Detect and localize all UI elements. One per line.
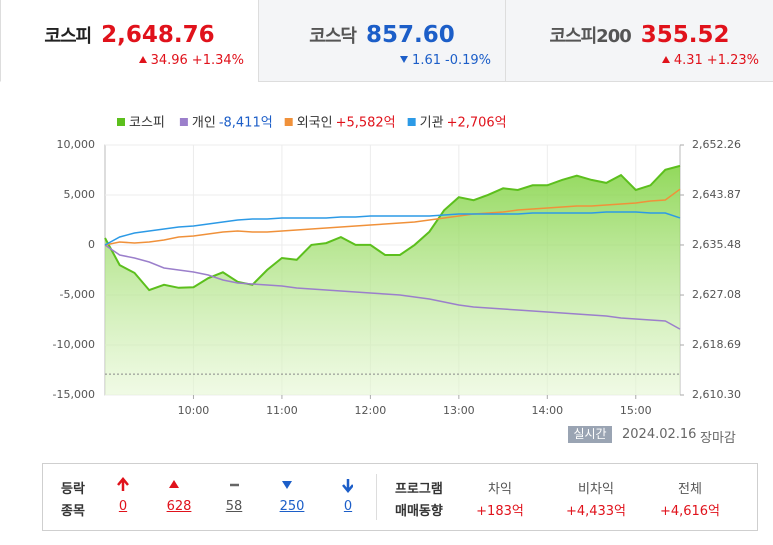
y-tick-label: 0 (88, 238, 95, 251)
index-value: 2,648.76 (101, 22, 215, 48)
breadth-count[interactable]: 0 (343, 499, 353, 514)
index-value: 355.52 (640, 22, 730, 48)
x-tick-label: 13:00 (443, 404, 475, 417)
summary-box: 등락 종목 0 628 58 250 0 프로그램 매매동향 차익 +183억 … (42, 463, 758, 531)
program-value: +4,433억 (565, 504, 627, 519)
change-rate: +1.34% (191, 53, 244, 68)
change-value: 4.31 (673, 53, 703, 68)
program-header: 차익 (488, 482, 512, 497)
legend-label: 코스피 (129, 116, 165, 131)
divider (376, 474, 377, 520)
direction-icon (400, 56, 409, 63)
y-tick-label: 10,000 (57, 138, 96, 151)
y-tick-label: -5,000 (60, 288, 95, 301)
index-value: 857.60 (365, 22, 455, 48)
y2-tick-label: 2,610.30 (692, 388, 741, 401)
tab-change: 4.31 +1.23% (661, 53, 759, 68)
tab[interactable]: 코스닥 857.60 1.61 -0.19% (258, 0, 505, 82)
legend-swatch (284, 118, 293, 126)
status-badge: 실시간 (568, 426, 612, 443)
tab-change: 34.96 +1.34% (138, 53, 244, 68)
x-tick-label: 10:00 (178, 404, 210, 417)
change-rate: +1.23% (706, 53, 759, 68)
index-name: 코스닥 (309, 26, 357, 47)
legend-swatch (117, 118, 125, 126)
y2-tick-label: 2,627.08 (692, 288, 741, 301)
y-tick-label: -15,000 (53, 388, 95, 401)
y2-tick-label: 2,652.26 (692, 138, 741, 151)
area (105, 165, 680, 395)
breadth-count[interactable]: 628 (166, 499, 192, 514)
y-tick-label: 5,000 (64, 188, 96, 201)
legend-label: 개인 (192, 116, 216, 131)
status-date: 2024.02.16 (622, 427, 697, 442)
legend-swatch (407, 118, 416, 126)
tab-row: 코스닥 857.60 (259, 22, 505, 48)
x-tick-label: 11:00 (266, 404, 298, 417)
index-name: 코스피200 (549, 26, 631, 47)
x-tick-label: 15:00 (620, 404, 652, 417)
y2-tick-label: 2,635.48 (692, 238, 741, 251)
legend-value: +5,582억 (336, 116, 396, 131)
line (104, 211, 681, 246)
program-header: 비차익 (578, 482, 614, 497)
legend-label: 외국인 (297, 116, 333, 131)
index-name: 코스피 (44, 26, 92, 47)
tab-change: 1.61 -0.19% (400, 53, 491, 68)
tab[interactable]: 코스피200 355.52 4.31 +1.23% (505, 0, 773, 82)
legend-value: +2,706억 (447, 116, 507, 131)
line (104, 188, 681, 246)
y2-tick-label: 2,618.69 (692, 338, 741, 351)
legend-value: -8,411억 (219, 116, 273, 131)
status-state: 장마감 (700, 431, 736, 446)
breadth-count[interactable]: 58 (225, 499, 243, 514)
direction-icon (661, 56, 670, 63)
y2-tick-label: 2,643.87 (692, 188, 741, 201)
x-tick-label: 12:00 (355, 404, 387, 417)
change-value: 34.96 (150, 53, 188, 68)
line (104, 164, 681, 292)
program-value: +183억 (476, 504, 524, 519)
legend-swatch (179, 118, 188, 126)
breadth-label: 종목 (61, 504, 85, 519)
x-tick-label: 14:00 (531, 404, 563, 417)
direction-icon (138, 56, 147, 63)
breadth-label: 등락 (61, 482, 85, 497)
program-header: 전체 (678, 482, 702, 497)
tab[interactable]: 코스피 2,648.76 34.96 +1.34% (0, 0, 258, 82)
line (104, 244, 681, 330)
program-label: 프로그램 (395, 482, 443, 497)
program-value: +4,616억 (659, 504, 721, 519)
change-value: 1.61 (412, 53, 441, 68)
y-tick-label: -10,000 (53, 338, 95, 351)
breadth-count[interactable]: 250 (279, 499, 305, 514)
breadth-icons (117, 477, 353, 493)
change-rate: -0.19% (445, 53, 491, 68)
legend-label: 기관 (420, 116, 444, 131)
program-label: 매매동향 (395, 504, 443, 519)
breadth-count[interactable]: 0 (118, 499, 128, 514)
tab-row: 코스피200 355.52 (506, 22, 773, 48)
tab-row: 코스피 2,648.76 (1, 22, 258, 48)
